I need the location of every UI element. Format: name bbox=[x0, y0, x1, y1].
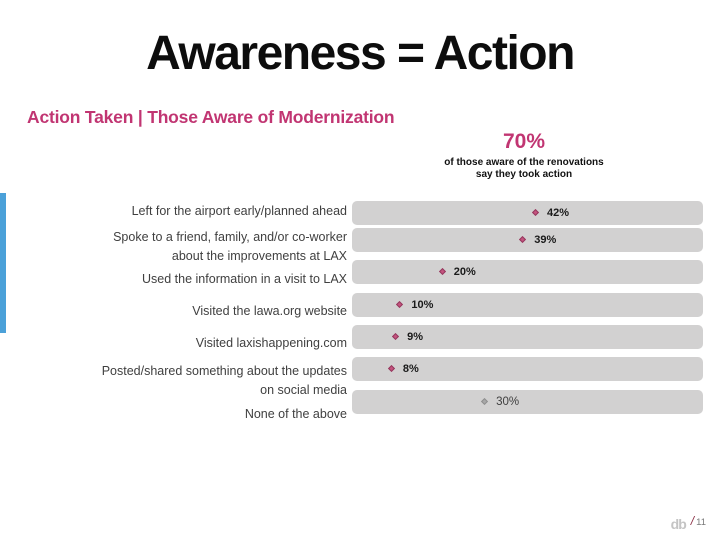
value-label: 9% bbox=[407, 331, 424, 343]
category-label: Visited the lawa.org website bbox=[192, 304, 347, 318]
bar-track: 39% bbox=[352, 228, 703, 252]
value-marker-diamond-icon bbox=[396, 300, 404, 309]
value-marker-diamond-icon bbox=[531, 208, 540, 217]
category-label: Used the information in a visit to LAX bbox=[142, 272, 347, 286]
page-number-separator: / bbox=[690, 514, 695, 528]
stat-callout: 70% of those aware of the renovations sa… bbox=[404, 130, 644, 180]
value-label: 42% bbox=[546, 207, 569, 219]
stat-value: 70% bbox=[502, 130, 546, 153]
slide-title: Awareness = Action bbox=[146, 27, 575, 80]
company-logo: db bbox=[670, 516, 687, 532]
value-marker-diamond-icon bbox=[392, 332, 400, 341]
stat-caption-line2: say they took action bbox=[475, 168, 573, 180]
bar-track: 8% bbox=[352, 357, 703, 381]
value-label: 20% bbox=[453, 266, 476, 278]
chart-subtitle: Action Taken | Those Aware of Modernizat… bbox=[27, 107, 395, 127]
value-label: 10% bbox=[411, 299, 434, 311]
category-label: Left for the airport early/planned ahead bbox=[131, 204, 347, 218]
bar-track: 10% bbox=[352, 293, 703, 317]
bar-track: 20% bbox=[352, 260, 703, 284]
value-marker-diamond-icon bbox=[481, 397, 489, 406]
value-marker-diamond-icon bbox=[387, 364, 395, 373]
category-label: None of the above bbox=[244, 407, 347, 421]
category-label: Spoke to a friend, family, and/or co-wor… bbox=[113, 230, 347, 263]
category-label: Posted/shared something about the update… bbox=[101, 364, 347, 397]
left-accent-strip bbox=[0, 193, 6, 333]
stat-caption: of those aware of the renovations say th… bbox=[404, 157, 644, 180]
value-label: 30% bbox=[496, 396, 520, 408]
slide-footer: db / 11 bbox=[670, 514, 706, 532]
value-marker-diamond-icon bbox=[519, 235, 527, 244]
stat-caption-line1: of those aware of the renovations bbox=[444, 157, 604, 168]
value-label: 39% bbox=[534, 234, 557, 246]
page-number: 11 bbox=[696, 517, 706, 528]
category-label: Visited laxishappening.com bbox=[195, 336, 347, 350]
bar-track: 30% bbox=[352, 390, 703, 414]
value-marker-diamond-icon bbox=[438, 267, 446, 276]
bar-track: 42% bbox=[352, 201, 703, 225]
value-label: 8% bbox=[402, 363, 419, 375]
bar-track: 9% bbox=[352, 325, 703, 349]
